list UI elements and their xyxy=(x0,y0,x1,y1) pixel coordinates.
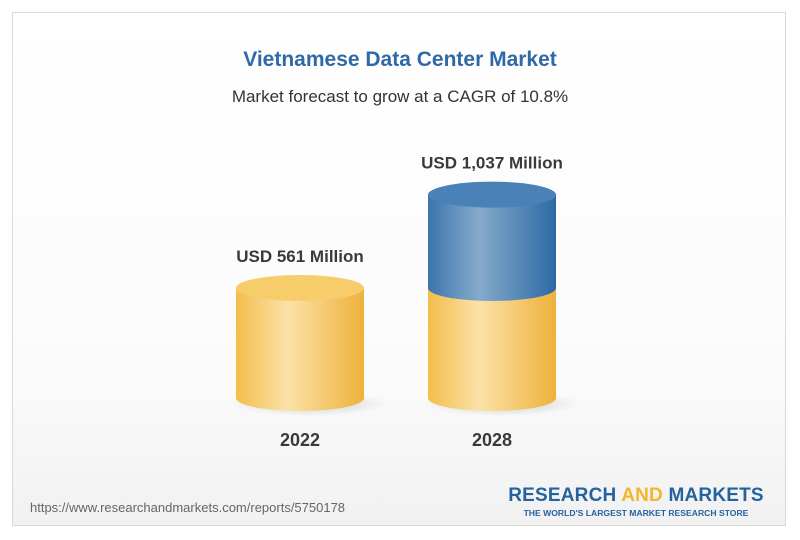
chart-card xyxy=(12,12,786,526)
cylinder-growth-segment-2028 xyxy=(428,194,556,301)
x-tick-label-2028: 2028 xyxy=(472,430,512,450)
cylinder-base-segment-2028 xyxy=(428,288,556,411)
cylinder-top-2022 xyxy=(236,275,364,301)
chart-subtitle: Market forecast to grow at a CAGR of 10.… xyxy=(231,87,569,106)
cylinder-top-2028 xyxy=(428,181,556,208)
data-label-2022: USD 561 Million xyxy=(236,247,364,266)
cylinder-base-segment-2022 xyxy=(236,288,364,411)
chart-title: Vietnamese Data Center Market xyxy=(243,48,557,71)
data-label-2028: USD 1,037 Million xyxy=(421,154,563,173)
research-and-markets-logo: RESEARCH AND MARKETS THE WORLD'S LARGEST… xyxy=(508,485,764,518)
x-tick-label-2022: 2022 xyxy=(280,430,320,450)
source-url[interactable]: https://www.researchandmarkets.com/repor… xyxy=(30,500,346,515)
